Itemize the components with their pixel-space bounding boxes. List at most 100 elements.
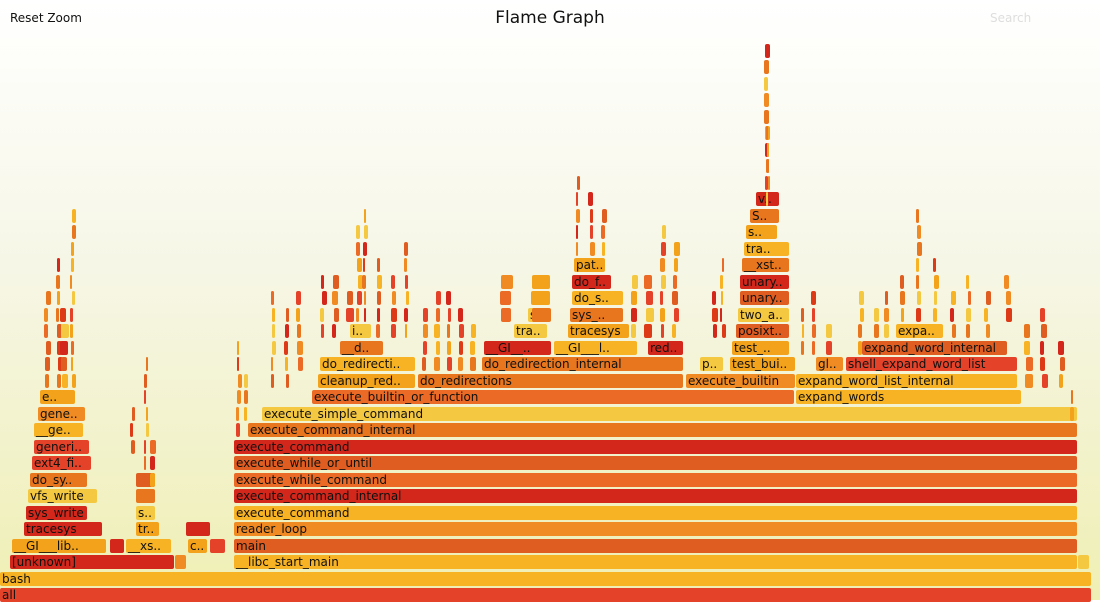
flame-frame[interactable] (364, 291, 366, 305)
flame-frame[interactable] (237, 390, 241, 404)
flame-frame[interactable] (802, 324, 804, 338)
flame-frame[interactable] (632, 274, 638, 289)
flame-frame[interactable] (916, 274, 919, 289)
flame-frame[interactable] (146, 423, 149, 437)
flame-frame[interactable] (356, 241, 360, 256)
flame-frame[interactable] (576, 208, 580, 223)
flame-frame[interactable] (57, 258, 60, 272)
flame-frame[interactable]: __GI___l.. (554, 340, 637, 355)
flame-frame[interactable] (61, 357, 67, 371)
flame-frame[interactable] (406, 291, 409, 305)
flame-frame[interactable] (334, 307, 339, 322)
flame-frame[interactable] (364, 208, 366, 223)
flame-frame[interactable] (1078, 555, 1089, 569)
flame-frame[interactable] (1042, 373, 1048, 388)
flame-frame[interactable] (57, 324, 62, 338)
flame-frame[interactable] (362, 274, 366, 289)
flame-frame[interactable] (951, 291, 956, 305)
flame-frame[interactable] (321, 274, 324, 289)
flame-frame[interactable]: e.. (40, 390, 75, 404)
flame-frame[interactable] (766, 126, 768, 140)
flame-frame[interactable] (377, 258, 380, 272)
flame-frame[interactable] (674, 258, 678, 272)
flame-frame[interactable] (576, 192, 578, 206)
flame-frame[interactable] (1024, 324, 1030, 338)
flame-frame[interactable] (874, 324, 879, 338)
flame-frame[interactable] (210, 538, 225, 553)
flame-frame[interactable] (767, 159, 769, 173)
flame-frame[interactable]: expand_words (796, 390, 1021, 404)
flame-frame[interactable]: execute_builtin_or_function (312, 390, 794, 404)
flame-frame[interactable] (46, 340, 51, 355)
flame-frame[interactable] (1006, 291, 1011, 305)
flame-frame[interactable] (434, 357, 440, 371)
flame-frame[interactable] (244, 373, 248, 388)
flame-frame[interactable] (56, 274, 60, 289)
flame-frame[interactable] (356, 307, 359, 322)
flame-frame[interactable] (1040, 340, 1044, 355)
flame-frame[interactable] (144, 456, 146, 470)
flame-frame[interactable] (404, 307, 408, 322)
flame-frame[interactable] (952, 324, 956, 338)
flame-frame[interactable] (458, 307, 463, 322)
flame-frame[interactable] (71, 258, 74, 272)
flame-frame[interactable] (57, 291, 60, 305)
flame-frame[interactable]: two_a.. (738, 307, 789, 322)
flame-frame[interactable] (377, 274, 382, 289)
flame-frame[interactable] (150, 439, 156, 454)
flame-frame[interactable]: shell_expand_word_list (846, 357, 1017, 371)
flame-frame[interactable]: c.. (188, 538, 207, 553)
flame-frame[interactable] (722, 258, 724, 272)
flame-frame[interactable] (356, 225, 360, 239)
flame-frame[interactable]: tra.. (514, 324, 547, 338)
flame-frame[interactable]: reader_loop (234, 522, 1077, 536)
flame-frame[interactable] (285, 324, 289, 338)
flame-frame[interactable] (72, 225, 76, 239)
flame-frame[interactable] (392, 291, 396, 305)
flame-frame[interactable] (885, 291, 888, 305)
flame-frame[interactable] (285, 357, 288, 371)
flame-frame[interactable] (532, 274, 550, 289)
flame-frame[interactable]: expa.. (896, 324, 943, 338)
flame-frame[interactable] (644, 274, 652, 289)
flame-frame[interactable] (826, 324, 832, 338)
flame-frame[interactable] (130, 423, 133, 437)
flame-frame[interactable] (296, 291, 301, 305)
flame-frame[interactable] (986, 324, 990, 338)
flame-frame[interactable] (812, 340, 815, 355)
flame-frame[interactable] (58, 357, 63, 371)
flame-frame[interactable] (661, 241, 666, 256)
flame-frame[interactable] (602, 241, 605, 256)
flame-frame[interactable]: do_f.. (572, 274, 611, 289)
flame-frame[interactable] (272, 307, 275, 322)
flame-frame[interactable] (150, 456, 155, 470)
flame-frame[interactable] (765, 43, 770, 58)
flame-frame[interactable]: S.. (750, 208, 779, 223)
flame-frame[interactable] (646, 291, 653, 305)
flame-frame[interactable] (376, 324, 380, 338)
flame-frame[interactable] (298, 357, 303, 371)
flame-frame[interactable] (470, 357, 476, 371)
flame-frame[interactable] (146, 357, 148, 371)
flame-frame[interactable] (801, 307, 804, 322)
flame-frame[interactable] (916, 258, 919, 272)
flame-frame[interactable] (858, 324, 862, 338)
flame-frame[interactable] (286, 307, 289, 322)
flame-frame[interactable] (296, 307, 300, 322)
flame-frame[interactable] (661, 324, 664, 338)
flame-frame[interactable]: execute_builtin (686, 373, 795, 388)
flame-frame[interactable] (631, 291, 637, 305)
flame-frame[interactable] (1060, 357, 1065, 371)
flame-frame[interactable] (271, 373, 274, 388)
flame-frame[interactable] (1006, 307, 1012, 322)
flame-frame[interactable] (1004, 274, 1009, 289)
flame-frame[interactable] (357, 258, 362, 272)
flame-frame[interactable] (712, 291, 716, 305)
flame-frame[interactable]: execute_command (234, 505, 1077, 520)
flame-frame[interactable] (423, 340, 427, 355)
flame-frame[interactable] (72, 291, 75, 305)
flame-frame[interactable] (405, 274, 408, 289)
flame-frame[interactable] (46, 291, 51, 305)
flame-frame[interactable] (646, 307, 654, 322)
flame-frame[interactable] (966, 324, 970, 338)
